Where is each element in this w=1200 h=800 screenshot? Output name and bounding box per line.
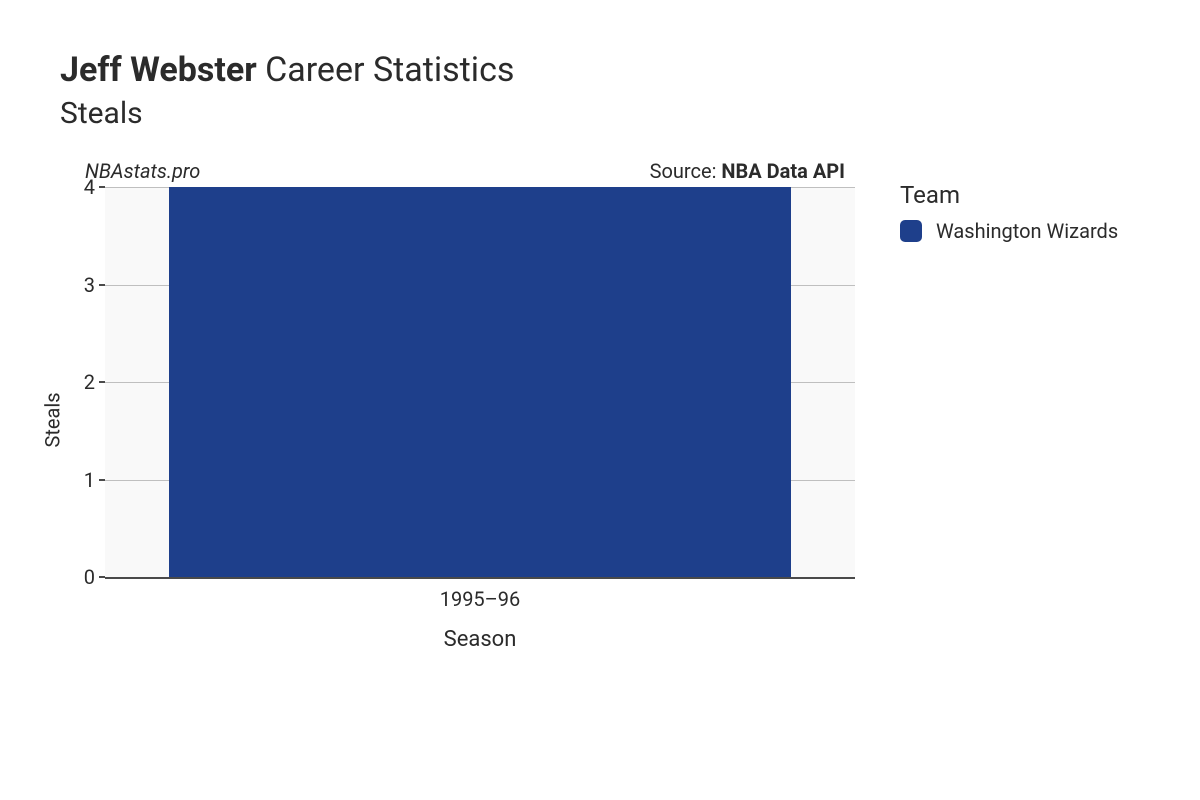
y-axis-title: Steals bbox=[41, 392, 65, 447]
x-axis-title: Season bbox=[105, 627, 855, 652]
page-title: Jeff Webster Career Statistics bbox=[60, 50, 1170, 90]
legend: Team Washington Wizards bbox=[900, 181, 1118, 243]
source-block: Source: NBA Data API bbox=[650, 159, 845, 183]
bar bbox=[169, 187, 792, 577]
legend-title: Team bbox=[900, 181, 1118, 209]
y-tick-mark bbox=[99, 479, 105, 481]
player-name: Jeff Webster bbox=[60, 50, 257, 90]
y-tick-mark bbox=[99, 284, 105, 286]
x-tick-label: 1995–96 bbox=[440, 577, 521, 611]
legend-item-label: Washington Wizards bbox=[936, 219, 1118, 243]
y-tick-mark bbox=[99, 381, 105, 383]
legend-item: Washington Wizards bbox=[900, 219, 1118, 243]
page-subtitle: Steals bbox=[60, 96, 1170, 131]
chart: Steals 012341995–96 Season bbox=[60, 187, 870, 652]
source-value: NBA Data API bbox=[721, 159, 845, 183]
plot-area: 012341995–96 bbox=[105, 187, 855, 577]
y-tick-mark bbox=[99, 186, 105, 188]
source-label: Source: bbox=[650, 159, 722, 183]
meta-row: NBAstats.pro Source: NBA Data API bbox=[85, 159, 845, 183]
y-tick-mark bbox=[99, 576, 105, 578]
legend-swatch bbox=[900, 220, 922, 242]
title-suffix: Career Statistics bbox=[265, 50, 514, 90]
